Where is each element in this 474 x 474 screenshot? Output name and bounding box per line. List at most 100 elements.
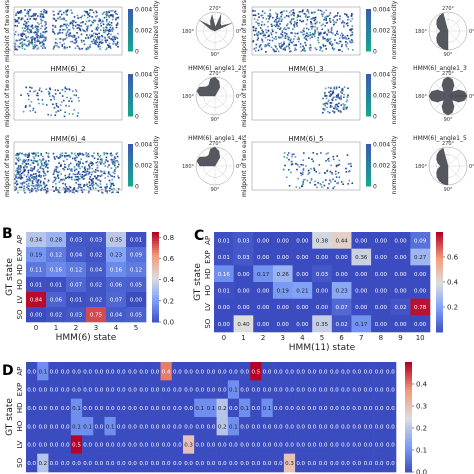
trajectory-point (26, 27, 29, 29)
trajectory-point (344, 35, 347, 38)
trajectory-point (295, 44, 297, 46)
trajectory-point (316, 27, 319, 29)
trajectory-point (95, 27, 98, 29)
colorbar-segment (152, 281, 159, 285)
velocity-colorbar-segment (366, 48, 371, 51)
trajectory-point (70, 40, 72, 43)
trajectory-point (111, 188, 113, 191)
cell-value-label: 0.2 (38, 461, 47, 467)
heatmap-cell (46, 232, 67, 248)
heatmap-cell (351, 232, 372, 249)
velocity-colorbar-segment (128, 49, 133, 52)
trajectory-point (325, 17, 328, 20)
trajectory-point (290, 10, 293, 12)
trajectory-point (52, 181, 54, 184)
trajectory-point (340, 45, 343, 48)
polar-angle-label: 90° (211, 117, 220, 123)
trajectory-point (84, 174, 86, 176)
velocity-colorbar-segment (128, 176, 133, 179)
heatmap-cell (331, 232, 352, 249)
trajectory-point (98, 43, 100, 46)
trajectory-point (64, 184, 67, 186)
heatmap-cell (384, 362, 397, 381)
trajectory-point (79, 183, 82, 186)
trajectory-point (14, 178, 16, 180)
trajectory-point (17, 165, 20, 167)
cell-value-label: 0.0 (364, 369, 373, 375)
trajectory-point (115, 18, 117, 21)
cell-value-label: 0.0 (375, 443, 384, 449)
cell-value-label: 0.00 (257, 289, 270, 295)
trajectory-point (303, 47, 305, 50)
trajectory-point (57, 32, 60, 34)
trajectory-point (68, 164, 70, 166)
trajectory-point (21, 183, 24, 186)
trajectory-point (302, 20, 305, 22)
trajectory-point (331, 43, 334, 46)
trajectory-point (107, 44, 110, 47)
trajectory-point (314, 26, 316, 28)
heatmap-cell (261, 417, 273, 436)
trajectory-point (53, 180, 56, 182)
trajectory-point (343, 37, 345, 39)
trajectory-point (107, 11, 109, 14)
trajectory-point (42, 165, 45, 167)
trajectory-point (23, 43, 26, 45)
trajectory-point (41, 41, 44, 44)
trajectory-point (21, 152, 23, 155)
trajectory-point (45, 163, 48, 166)
trajectory-point (110, 185, 112, 188)
trajectory-point (83, 188, 86, 191)
trajectory-point (306, 10, 308, 13)
col-tick-label: 2 (261, 334, 265, 342)
trajectory-point (303, 49, 306, 51)
trajectory-point (68, 105, 70, 108)
trajectory-point (335, 165, 338, 168)
trajectory-point (45, 164, 48, 167)
trajectory-point (308, 171, 311, 174)
trajectory-point (89, 176, 92, 178)
trajectory-point (315, 170, 318, 173)
trajectory-point (35, 177, 38, 179)
trajectory-point (104, 37, 107, 39)
trajectory-point (252, 40, 254, 43)
heatmap-cell (182, 398, 195, 418)
colorbar-segment (405, 444, 412, 448)
trajectory-point (27, 158, 30, 161)
trajectory-point (25, 36, 28, 39)
heatmap-cell (339, 398, 352, 418)
cell-value-label: 0.0 (352, 388, 361, 394)
trajectory-point (308, 157, 310, 159)
trajectory-point (329, 179, 331, 182)
trajectory-point (37, 155, 40, 157)
trajectory-point (21, 27, 24, 29)
heatmap-cell (106, 262, 127, 278)
trajectory-point (23, 185, 25, 188)
row-tick-label: HO (16, 420, 24, 431)
trajectory-point (78, 186, 81, 188)
trajectory-point (59, 104, 62, 106)
trajectory-point (322, 107, 325, 110)
trajectory-point (314, 47, 317, 49)
trajectory-point (346, 34, 349, 37)
heatmap-cell (106, 247, 127, 263)
trajectory-point (339, 15, 341, 18)
trajectory-point (38, 158, 41, 161)
trajectory-point (314, 11, 316, 13)
trajectory-point (292, 11, 295, 14)
trajectory-point (255, 46, 258, 49)
trajectory-point (96, 176, 99, 179)
trajectory-point (270, 23, 273, 26)
velocity-colorbar-tick: 0.002 (135, 93, 152, 100)
trajectory-point (350, 39, 353, 41)
trajectory-point (89, 43, 92, 46)
cell-value-label: 0.0 (285, 406, 294, 412)
trajectory-point (97, 23, 99, 26)
trajectory-point (286, 154, 289, 156)
heatmap-cell (261, 362, 273, 381)
velocity-colorbar-tick: 0.004 (373, 142, 390, 149)
polar-angle-label: 180° (182, 94, 195, 100)
trajectory-point (99, 22, 102, 25)
trajectory-point (99, 163, 102, 165)
trajectory-point (92, 42, 94, 45)
